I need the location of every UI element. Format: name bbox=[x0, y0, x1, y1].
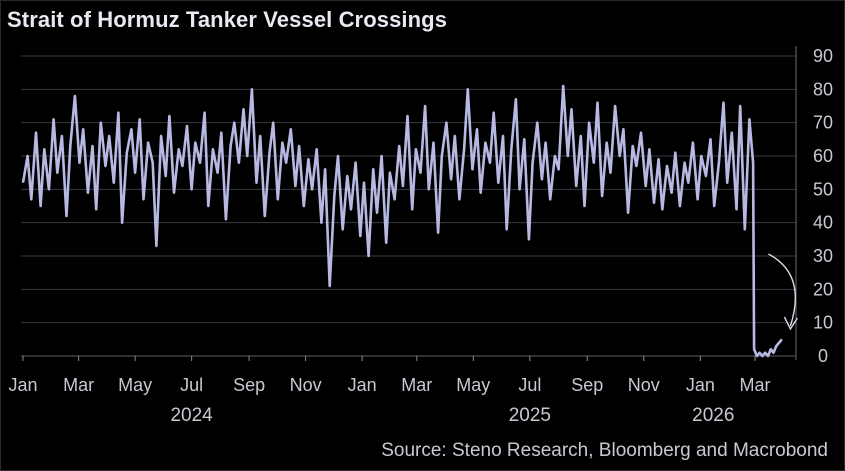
x-tick-label: Jan bbox=[8, 375, 37, 395]
x-year-label: 2025 bbox=[509, 405, 551, 426]
x-tick-label: Nov bbox=[290, 375, 322, 395]
annotation-arrowhead bbox=[783, 316, 799, 331]
chart-title: Strait of Hormuz Tanker Vessel Crossings bbox=[7, 7, 448, 32]
y-tick-label: 30 bbox=[813, 246, 833, 266]
y-tick-label: 20 bbox=[813, 279, 833, 299]
x-tick-label: May bbox=[456, 375, 490, 395]
x-tick-label: Sep bbox=[571, 375, 603, 395]
y-tick-label: 0 bbox=[818, 346, 828, 366]
y-tick-label: 80 bbox=[813, 79, 833, 99]
series-line bbox=[21, 84, 783, 358]
x-tick-label: Jul bbox=[518, 375, 541, 395]
y-tick-label: 10 bbox=[813, 313, 833, 333]
x-tick-label: Jan bbox=[686, 375, 715, 395]
x-year-label: 2024 bbox=[170, 405, 213, 426]
x-tick-label: Mar bbox=[63, 375, 94, 395]
y-tick-label: 40 bbox=[813, 213, 833, 233]
x-tick-label: Jan bbox=[348, 375, 377, 395]
x-tick-label: Sep bbox=[233, 375, 265, 395]
x-tick-label: Jul bbox=[180, 375, 203, 395]
y-tick-label: 90 bbox=[813, 46, 833, 66]
y-tick-label: 70 bbox=[813, 113, 833, 133]
x-tick-label: Nov bbox=[628, 375, 660, 395]
x-tick-label: May bbox=[118, 375, 152, 395]
source-note: Source: Steno Research, Bloomberg and Ma… bbox=[381, 440, 828, 461]
x-tick-label: Mar bbox=[740, 375, 771, 395]
x-year-label: 2026 bbox=[692, 405, 734, 426]
y-tick-label: 50 bbox=[813, 179, 833, 199]
y-tick-label: 60 bbox=[813, 146, 833, 166]
annotation-arrow bbox=[768, 253, 797, 327]
x-tick-label: Mar bbox=[401, 375, 432, 395]
